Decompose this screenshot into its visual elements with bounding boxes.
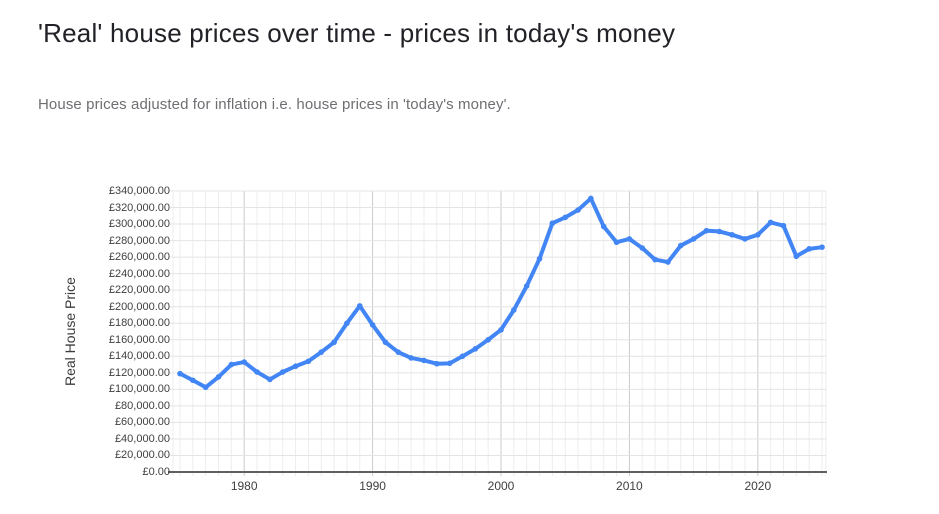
y-axis-tick-label: £100,000.00 xyxy=(108,383,170,396)
y-axis-tick-label: £120,000.00 xyxy=(108,366,170,379)
data-point xyxy=(485,336,491,343)
data-point xyxy=(793,253,800,260)
data-point xyxy=(395,349,402,355)
data-point xyxy=(459,353,466,360)
data-point xyxy=(652,256,658,263)
data-point xyxy=(665,259,671,265)
data-point xyxy=(267,376,273,383)
data-point xyxy=(639,245,646,251)
data-point xyxy=(408,355,414,361)
y-axis-tick-label: £160,000.00 xyxy=(108,333,170,346)
data-point xyxy=(254,369,260,375)
page-title: 'Real' house prices over time - prices i… xyxy=(38,18,676,48)
y-axis-tick-label: £180,000.00 xyxy=(108,317,170,330)
data-point xyxy=(228,361,235,368)
data-point xyxy=(588,195,594,202)
x-axis-tick-label: 1990 xyxy=(359,479,386,493)
y-axis-tick-label: £340,000.00 xyxy=(108,185,170,197)
y-axis-tick-label: £280,000.00 xyxy=(108,234,170,247)
data-point xyxy=(318,349,325,355)
y-axis-tick-label: £20,000.00 xyxy=(114,449,170,462)
data-point xyxy=(523,283,530,289)
data-point xyxy=(446,360,453,367)
data-point xyxy=(716,228,723,235)
y-axis-tick-label: £320,000.00 xyxy=(108,201,170,214)
y-axis-tick-label: £40,000.00 xyxy=(114,432,170,445)
y-axis-tick-label: £220,000.00 xyxy=(108,284,170,297)
data-point xyxy=(215,374,222,380)
x-axis-tick-label: 2000 xyxy=(487,479,515,493)
x-axis-tick-label: 2020 xyxy=(744,479,772,493)
data-point xyxy=(600,223,607,230)
data-point xyxy=(626,236,633,242)
data-point xyxy=(511,307,517,313)
y-axis-tick-label: £200,000.00 xyxy=(108,300,170,313)
data-point xyxy=(562,214,568,221)
y-axis-tick-label: £300,000.00 xyxy=(108,218,170,231)
data-point xyxy=(703,227,710,234)
y-axis-tick-label: £140,000.00 xyxy=(108,350,170,363)
data-point xyxy=(755,232,761,238)
data-point xyxy=(472,346,479,352)
data-point xyxy=(369,322,376,328)
data-point xyxy=(613,239,620,246)
data-point xyxy=(305,358,312,365)
y-axis-tick-label: £260,000.00 xyxy=(108,251,170,264)
data-point xyxy=(498,327,504,333)
data-point xyxy=(331,339,337,346)
data-point xyxy=(677,242,684,249)
data-point xyxy=(575,207,581,213)
data-point xyxy=(729,232,735,238)
data-point xyxy=(434,360,440,367)
data-point xyxy=(819,244,825,250)
data-point xyxy=(344,320,350,327)
data-point xyxy=(690,236,697,242)
data-point xyxy=(356,303,363,309)
data-point xyxy=(382,339,389,346)
data-point xyxy=(190,377,196,384)
x-axis-tick-label: 2010 xyxy=(616,479,643,493)
data-point xyxy=(742,236,748,242)
data-point xyxy=(177,370,183,377)
x-axis-tick-label: 1980 xyxy=(230,479,258,493)
y-axis-tick-label: £240,000.00 xyxy=(108,267,170,280)
data-point xyxy=(549,220,556,227)
data-point xyxy=(202,384,209,391)
page-subtitle: House prices adjusted for inflation i.e.… xyxy=(38,96,511,113)
data-point xyxy=(241,359,247,365)
data-point xyxy=(806,246,812,252)
y-axis-tick-label: £80,000.00 xyxy=(114,399,170,412)
y-axis-tick-label: £0.00 xyxy=(142,466,170,478)
data-point xyxy=(279,369,286,375)
data-point xyxy=(421,357,427,364)
data-point xyxy=(536,255,543,262)
y-axis-tick-label: £60,000.00 xyxy=(114,416,170,429)
data-point xyxy=(780,222,787,229)
data-point xyxy=(767,219,774,226)
data-point xyxy=(292,363,299,370)
